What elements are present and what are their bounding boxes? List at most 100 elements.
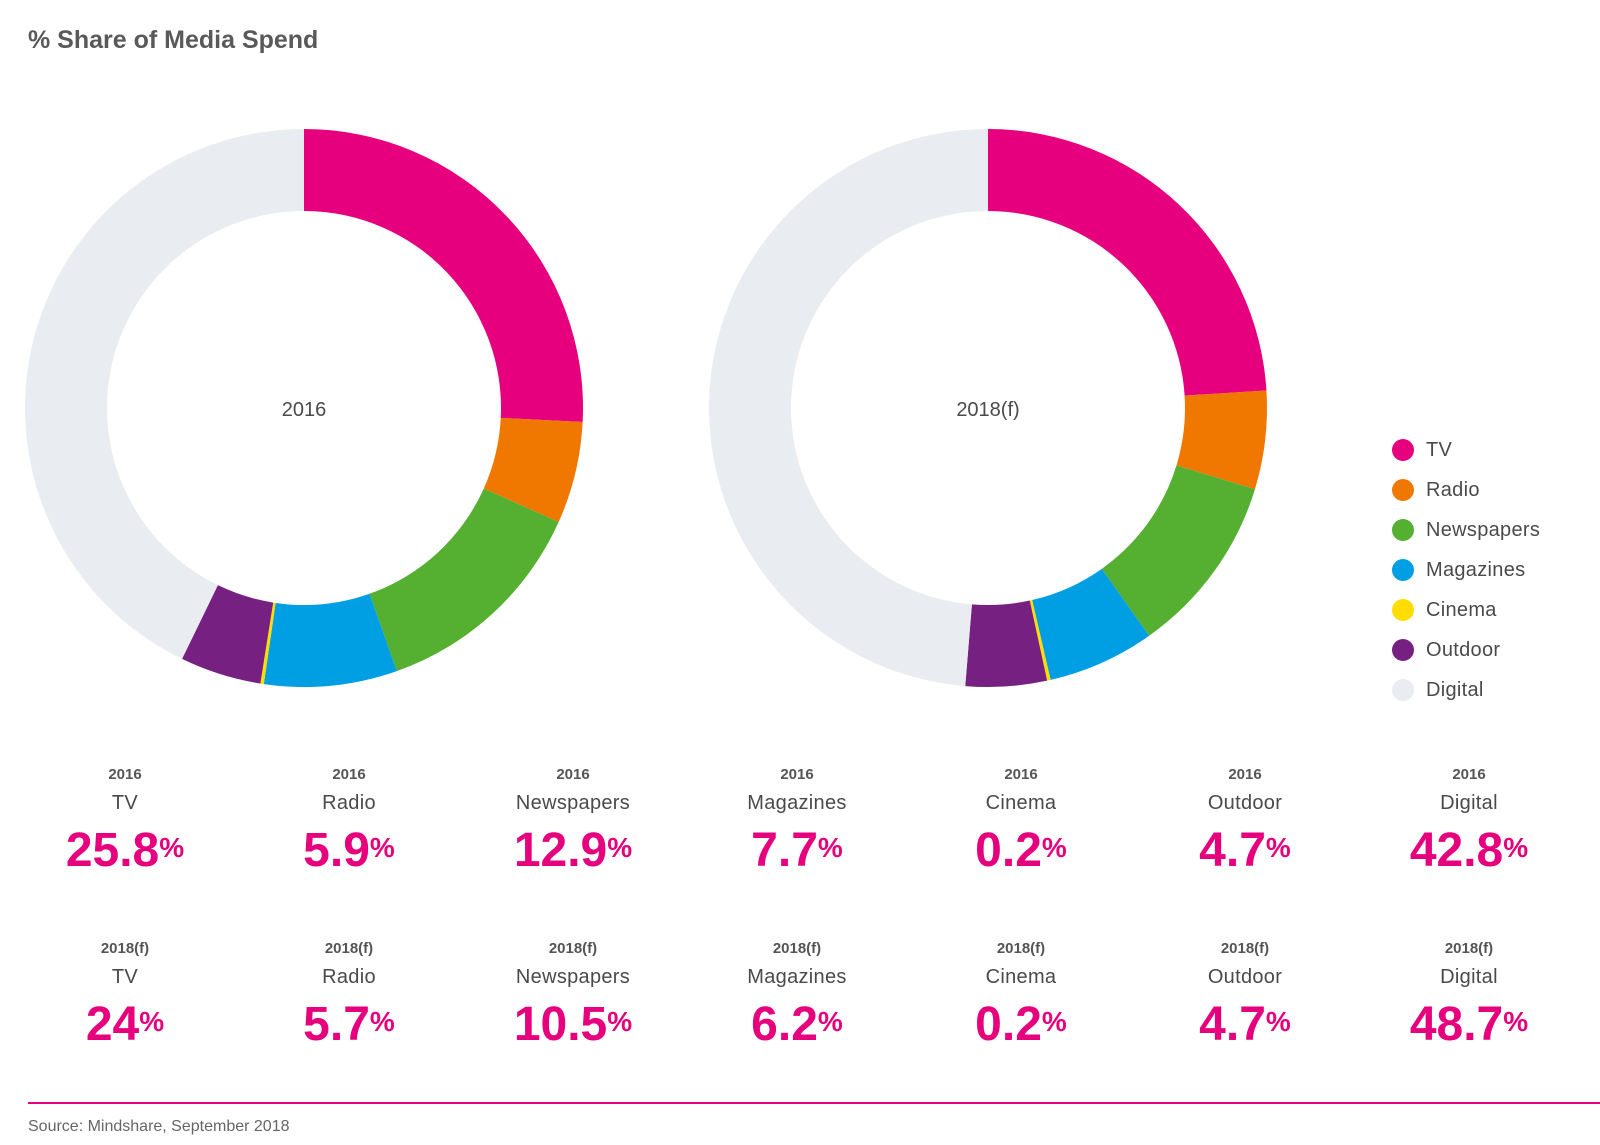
stat-value-unit: % [1265, 1006, 1291, 1037]
legend-swatch [1392, 519, 1414, 541]
stat-value-number: 4.7 [1199, 998, 1266, 1051]
stat-value: 5.9% [235, 824, 463, 878]
stat-year: 2018(f) [996, 940, 1046, 957]
source-note: Source: Mindshare, September 2018 [28, 1118, 290, 1135]
stat-value-unit: % [1503, 1006, 1529, 1037]
stat-value: 24% [11, 998, 239, 1052]
legend-swatch [1392, 679, 1414, 701]
stat-category: Digital [1440, 966, 1498, 988]
legend-label: Digital [1426, 678, 1484, 701]
slice-2018-f--radio [1176, 390, 1267, 490]
stat-category: Newspapers [515, 966, 631, 988]
stat-value-number: 5.7 [303, 998, 370, 1051]
stat-year: 2018(f) [1444, 940, 1494, 957]
stat-value: 4.7% [1131, 998, 1359, 1052]
stat-value: 42.8% [1355, 824, 1583, 878]
stat-year: 2016 [556, 766, 590, 783]
slice-2018-f--newspapers [1101, 465, 1255, 636]
stat-value-unit: % [1503, 832, 1529, 863]
slice-2016-outdoor [182, 585, 274, 684]
stat-2018-f--tv: 2018(f) TV 24% [11, 936, 239, 1052]
stat-2018-f--newspapers: 2018(f) Newspapers 10.5% [459, 936, 687, 1052]
stat-2016-magazines: 2016 Magazines 7.7% [683, 762, 911, 878]
stat-value-unit: % [139, 1006, 165, 1037]
legend-item-newspapers: Newspapers [1392, 510, 1540, 550]
legend-item-digital: Digital [1392, 670, 1540, 710]
legend-label: Cinema [1426, 598, 1497, 621]
stat-value-number: 7.7 [751, 824, 818, 877]
donut-charts: 2016 2018(f) [25, 129, 1267, 688]
legend-label: TV [1426, 438, 1453, 461]
stat-year: 2018(f) [548, 940, 598, 957]
slice-2016-tv [304, 129, 583, 423]
slice-2016-magazines [263, 593, 397, 688]
stat-value: 25.8% [11, 824, 239, 878]
slice-2016-digital [25, 129, 304, 659]
chart-title: % Share of Media Spend [28, 26, 319, 54]
stat-value-number: 5.9 [303, 824, 370, 877]
stat-value-number: 42.8 [1409, 824, 1504, 877]
stat-category: Digital [1440, 792, 1498, 814]
stat-year: 2016 [1004, 766, 1038, 783]
legend-item-tv: TV [1392, 430, 1540, 470]
stat-value: 12.9% [459, 824, 687, 878]
stat-category: Cinema [985, 966, 1057, 988]
stat-value: 0.2% [907, 998, 1135, 1052]
stat-year: 2018(f) [1220, 940, 1270, 957]
stat-value-unit: % [369, 832, 395, 863]
stat-2018-f--digital: 2018(f) Digital 48.7% [1355, 936, 1583, 1052]
legend-item-radio: Radio [1392, 470, 1540, 510]
stat-value: 6.2% [683, 998, 911, 1052]
stat-value-number: 12.9 [513, 824, 608, 877]
stat-value: 0.2% [907, 824, 1135, 878]
donut-center-label: 2016 [282, 399, 327, 421]
stat-category: Cinema [985, 792, 1057, 814]
stat-value-number: 48.7 [1409, 998, 1504, 1051]
stat-value-number: 25.8 [65, 824, 160, 877]
stat-value: 7.7% [683, 824, 911, 878]
stat-value-number: 10.5 [513, 998, 608, 1051]
stat-value-unit: % [159, 832, 185, 863]
legend-item-cinema: Cinema [1392, 590, 1540, 630]
stat-2016-newspapers: 2016 Newspapers 12.9% [459, 762, 687, 878]
legend-swatch [1392, 439, 1414, 461]
stat-2016-digital: 2016 Digital 42.8% [1355, 762, 1583, 878]
slice-2016-radio [483, 417, 583, 523]
stat-year: 2018(f) [324, 940, 374, 957]
slice-2016-newspapers [369, 488, 559, 672]
stat-value: 5.7% [235, 998, 463, 1052]
stat-2016-tv: 2016 TV 25.8% [11, 762, 239, 878]
stat-2018-f--radio: 2018(f) Radio 5.7% [235, 936, 463, 1052]
slice-2018-f--tv [988, 129, 1267, 396]
slice-2018-f--outdoor [965, 600, 1048, 687]
stat-value-number: 0.2 [975, 824, 1042, 877]
donut-center-label: 2018(f) [956, 399, 1019, 421]
stat-value: 4.7% [1131, 824, 1359, 878]
stat-value-unit: % [1041, 1006, 1067, 1037]
stat-category: TV [111, 966, 139, 988]
stat-2018-f--outdoor: 2018(f) Outdoor 4.7% [1131, 936, 1359, 1052]
slice-2018-f--digital [708, 129, 988, 687]
stat-category: Radio [322, 966, 376, 988]
stat-value: 10.5% [459, 998, 687, 1052]
slice-2016-cinema [260, 602, 276, 685]
legend-swatch [1392, 479, 1414, 501]
stat-value-unit: % [369, 1006, 395, 1037]
legend: TV Radio Newspapers Magazines Cinema Outdoor D… [1392, 430, 1540, 710]
footer-divider [28, 1102, 1600, 1104]
legend-item-magazines: Magazines [1392, 550, 1540, 590]
stat-2016-cinema: 2016 Cinema 0.2% [907, 762, 1135, 878]
stat-2016-radio: 2016 Radio 5.9% [235, 762, 463, 878]
stat-category: Magazines [747, 966, 847, 988]
stat-category: Magazines [747, 792, 847, 814]
stat-value-number: 4.7 [1199, 824, 1266, 877]
stat-category: Radio [322, 792, 376, 814]
stat-category: Outdoor [1207, 966, 1283, 988]
legend-label: Radio [1426, 478, 1480, 501]
stat-year: 2016 [332, 766, 366, 783]
stat-year: 2018(f) [100, 940, 150, 957]
stat-year: 2016 [1228, 766, 1262, 783]
stat-value-unit: % [607, 832, 633, 863]
stat-2016-outdoor: 2016 Outdoor 4.7% [1131, 762, 1359, 878]
legend-swatch [1392, 639, 1414, 661]
